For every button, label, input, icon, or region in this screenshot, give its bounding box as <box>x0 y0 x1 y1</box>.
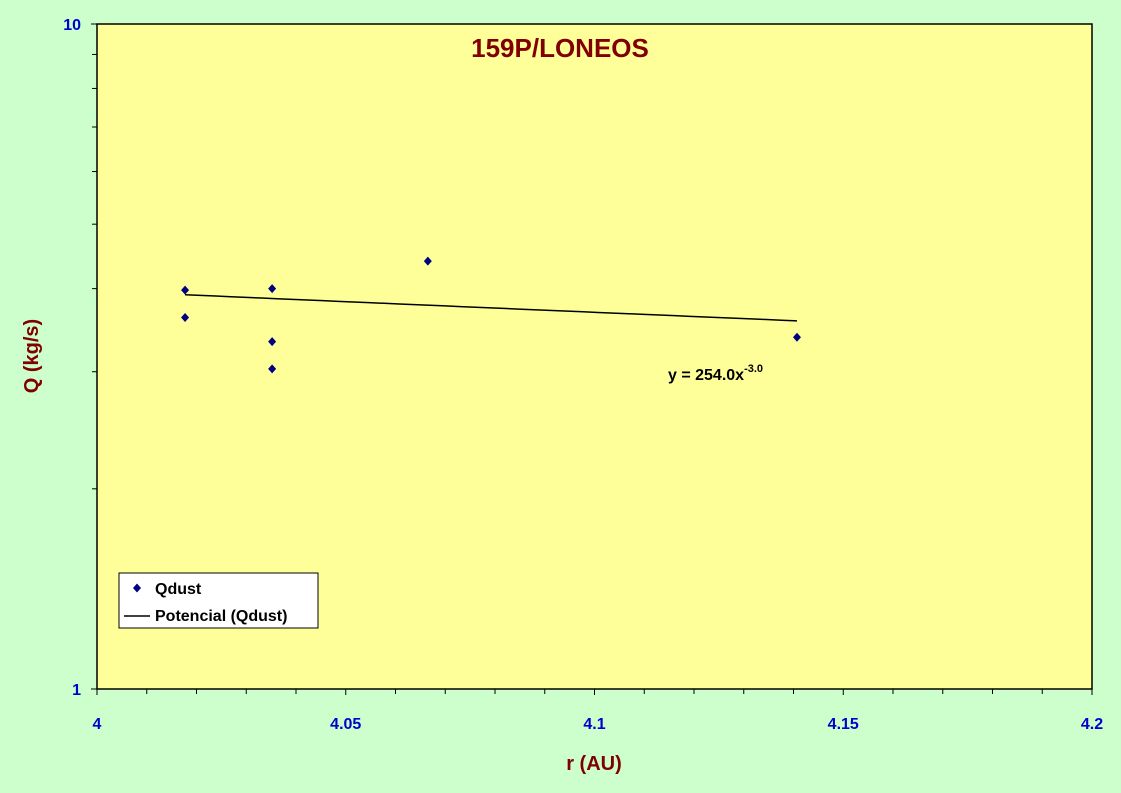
y-tick-label: 10 <box>63 17 81 34</box>
y-axis-title: Q (kg/s) <box>21 319 43 393</box>
data-point <box>268 284 277 294</box>
trendline-equation: y = 254.0x-3.0 <box>668 363 763 384</box>
y-tick-labels: 1 10 <box>63 17 81 699</box>
legend-marker-qdust <box>133 583 141 593</box>
chart-title: 159P/LONEOS <box>471 33 649 63</box>
points-layer <box>181 256 801 374</box>
x-minor-ticks <box>96 689 1093 695</box>
data-point <box>181 285 190 295</box>
x-axis-title: r (AU) <box>566 753 622 775</box>
x-tick-label: 4 <box>93 716 102 733</box>
data-point <box>423 256 432 266</box>
x-tick-label: 4.15 <box>828 716 859 733</box>
y-tick-label: 1 <box>72 682 81 699</box>
x-tick-label: 4.1 <box>583 716 605 733</box>
trendline-layer <box>185 293 798 322</box>
x-tick-label: 4.05 <box>330 716 361 733</box>
x-tick-labels: 4 4.05 4.1 4.15 4.2 <box>93 716 1104 733</box>
x-tick-label: 4.2 <box>1081 716 1103 733</box>
legend-label-trend: Potencial (Qdust) <box>155 608 287 625</box>
data-point <box>181 312 190 322</box>
legend-box <box>118 572 319 629</box>
data-point <box>268 337 277 347</box>
trendline <box>185 293 798 322</box>
trendline-equation-exponent: -3.0 <box>744 363 763 375</box>
data-point <box>792 332 801 342</box>
legend: Qdust Potencial (Qdust) <box>118 572 319 629</box>
legend-label-qdust: Qdust <box>155 581 202 598</box>
data-point <box>268 364 277 374</box>
trendline-equation-main: y = 254.0x <box>668 367 744 384</box>
y-minor-ticks <box>91 23 97 690</box>
